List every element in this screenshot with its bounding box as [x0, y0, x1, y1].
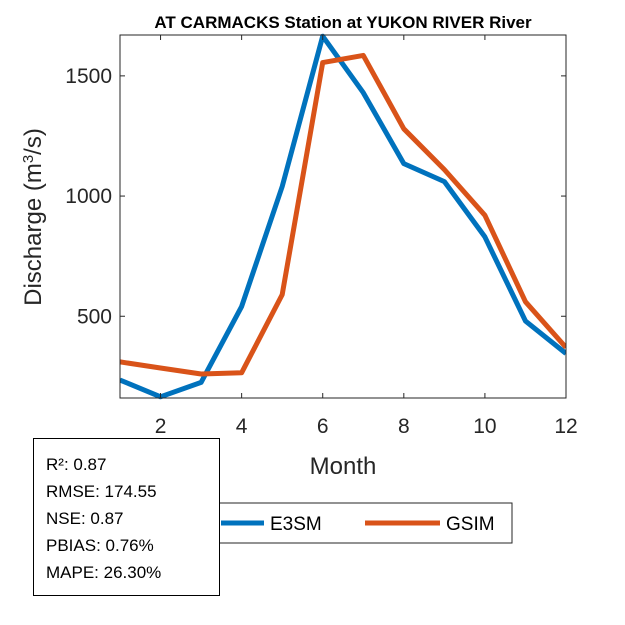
chart-title: AT CARMACKS Station at YUKON RIVER River: [154, 13, 532, 32]
y-axis-label-superscript: 3: [20, 155, 37, 163]
x-tick-label: 4: [236, 415, 248, 438]
x-axis-label: Month: [310, 453, 377, 480]
stat-mape: MAPE: 26.30%: [46, 563, 162, 582]
x-tick-label: 2: [155, 415, 167, 438]
series-line-gsim: [120, 52, 566, 377]
y-axis-label-end: /s): [20, 128, 47, 155]
x-tick-label: 10: [473, 415, 496, 438]
y-axis: 500 1000 1500: [65, 65, 566, 328]
legend-label-e3sm: E3SM: [270, 514, 322, 535]
stat-rmse: RMSE: 174.55: [46, 482, 157, 501]
plot-frame: [120, 35, 566, 398]
stat-pbias: PBIAS: 0.76%: [46, 536, 154, 555]
stats-box: R²: 0.87 RMSE: 174.55 NSE: 0.87 PBIAS: 0…: [33, 438, 220, 596]
x-tick-label: 8: [398, 415, 410, 438]
plot-area: 2 4 6 8 10 12 500 1000 1500: [65, 33, 578, 438]
y-tick-label: 500: [77, 305, 112, 328]
y-tick-label: 1000: [65, 185, 112, 208]
x-axis: 2 4 6 8 10 12: [155, 35, 578, 438]
series-group: [120, 33, 566, 400]
stat-r2: R²: 0.87: [46, 455, 107, 474]
x-tick-label: 6: [317, 415, 329, 438]
y-axis-label: Discharge (m3/s): [20, 128, 48, 306]
y-tick-label: 1500: [65, 65, 112, 88]
x-tick-label: 12: [554, 415, 577, 438]
series-line-e3sm: [120, 33, 566, 400]
y-axis-label-main: Discharge (m: [20, 163, 47, 306]
legend: E3SM GSIM: [204, 502, 513, 544]
stat-nse: NSE: 0.87: [46, 509, 124, 528]
legend-label-gsim: GSIM: [446, 514, 495, 535]
